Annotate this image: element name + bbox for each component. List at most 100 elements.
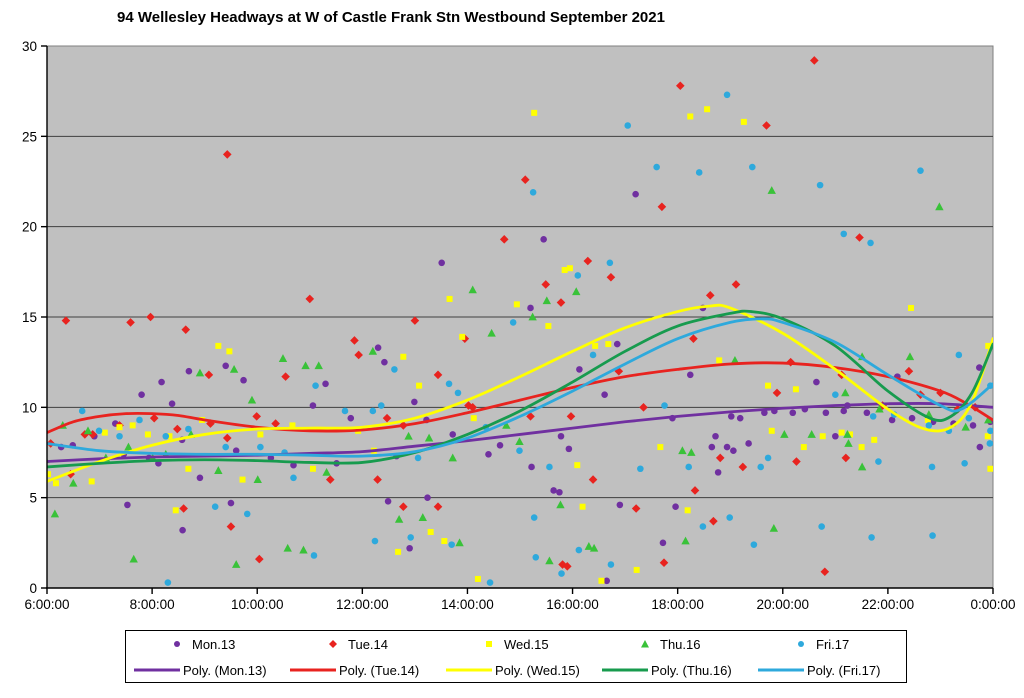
scatter-point-fri17 — [750, 541, 758, 548]
scatter-point-thu16 — [556, 500, 565, 509]
scatter-point-fri17 — [987, 427, 993, 435]
scatter-point-thu16 — [247, 395, 257, 404]
scatter-point-thu16 — [69, 478, 78, 487]
scatter-point-wed15 — [459, 333, 466, 340]
scatter-point-fri17 — [407, 534, 414, 541]
scatter-point-tue14 — [468, 403, 477, 412]
scatter-point-mon13 — [374, 344, 382, 352]
scatter-point-thu16 — [961, 422, 970, 431]
scatter-point-fri17 — [136, 416, 143, 424]
x-axis-label: 22:00:00 — [862, 597, 915, 612]
trendline-sample-icon — [758, 668, 804, 672]
scatter-point-thu16 — [50, 509, 60, 518]
scatter-point-mon13 — [840, 407, 848, 415]
scatter-point-mon13 — [712, 432, 719, 440]
scatter-point-tue14 — [731, 280, 741, 289]
scatter-point-fri17 — [222, 443, 229, 451]
scatter-point-mon13 — [672, 503, 679, 511]
scatter-point-mon13 — [613, 340, 621, 348]
scatter-point-mon13 — [267, 454, 275, 462]
scatter-point-tue14 — [61, 316, 71, 325]
scatter-point-mon13 — [556, 488, 563, 496]
scatter-point-mon13 — [708, 443, 716, 451]
scatter-point-thu16 — [299, 545, 308, 554]
scatter-point-tue14 — [226, 522, 236, 531]
x-axis-label: 10:00:00 — [231, 597, 284, 612]
x-axis-label: 0:00:00 — [970, 597, 1015, 612]
trendline-sample-icon — [290, 668, 336, 672]
legend-label: Poly. (Wed.15) — [495, 662, 580, 678]
scatter-point-fri17 — [917, 167, 924, 174]
scatter-point-tue14 — [204, 370, 214, 380]
scatter-point-mon13 — [686, 371, 694, 379]
scatter-point-fri17 — [986, 440, 993, 447]
y-axis-label: 20 — [22, 220, 37, 235]
scatter-point-thu16 — [368, 346, 378, 355]
x-axis-label: 12:00:00 — [336, 597, 389, 612]
scatter-point-wed15 — [605, 341, 612, 348]
legend-item-poly-tue-14-: Poly. (Tue.14) — [282, 663, 438, 678]
scatter-point-wed15 — [838, 429, 845, 436]
scatter-point-thu16 — [322, 467, 331, 476]
scatter-point-tue14 — [715, 453, 725, 463]
scatter-point-wed15 — [52, 480, 59, 487]
scatter-point-thu16 — [681, 536, 690, 545]
x-axis-label: 18:00:00 — [651, 597, 704, 612]
x-axis-label: 20:00:00 — [756, 597, 809, 612]
scatter-point-thu16 — [418, 513, 427, 521]
legend-row-trendlines: Poly. (Mon.13) Poly. (Tue.14) Poly. (Wed.1… — [126, 657, 906, 683]
scatter-point-wed15 — [768, 427, 775, 434]
scatter-point-mon13 — [540, 236, 547, 243]
scatter-point-wed15 — [871, 436, 878, 443]
scatter-point-mon13 — [976, 364, 983, 371]
scatter-point-mon13 — [124, 501, 131, 509]
scatter-point-tue14 — [271, 419, 280, 428]
scatter-point-thu16 — [424, 433, 434, 442]
scatter-point-tue14 — [149, 413, 159, 423]
scatter-point-fri17 — [312, 382, 319, 389]
scatter-point-thu16 — [844, 439, 853, 447]
scatter-point-wed15 — [88, 478, 95, 485]
scatter-point-mon13 — [222, 362, 229, 370]
scatter-point-wed15 — [858, 444, 865, 451]
scatter-point-wed15 — [400, 353, 407, 360]
scatter-point-mon13 — [496, 441, 504, 449]
scatter-point-tue14 — [772, 388, 782, 398]
scatter-point-thu16 — [195, 368, 205, 377]
scatter-point-mon13 — [158, 378, 165, 386]
scatter-point-mon13 — [347, 414, 355, 422]
scatter-point-fri17 — [699, 523, 707, 530]
scatter-point-fri17 — [748, 163, 756, 171]
y-axis-label: 15 — [22, 310, 37, 325]
scatter-point-tue14 — [690, 486, 700, 495]
scatter-point-fri17 — [164, 579, 172, 586]
scatter-point-mon13 — [485, 451, 492, 458]
scatter-point-wed15 — [740, 118, 747, 125]
scatter-point-fri17 — [78, 407, 86, 415]
scatter-point-fri17 — [377, 402, 385, 409]
scatter-point-mon13 — [309, 402, 317, 409]
legend-label: Poly. (Mon.13) — [183, 662, 267, 678]
scatter-point-fri17 — [869, 413, 877, 420]
trendline-poly-mon-13- — [47, 401, 993, 463]
scatter-point-thu16 — [314, 361, 323, 370]
scatter-point-tue14 — [563, 562, 572, 571]
x-axis-label: 16:00:00 — [546, 597, 599, 612]
scatter-point-tue14 — [792, 457, 801, 466]
square-marker-icon — [486, 641, 492, 647]
legend-label: Thu.16 — [660, 636, 701, 652]
legend-label: Poly. (Tue.14) — [339, 662, 420, 678]
scatter-point-mon13 — [438, 259, 445, 267]
scatter-point-wed15 — [226, 348, 233, 355]
scatter-point-thu16 — [678, 446, 687, 455]
scatter-point-tue14 — [179, 504, 188, 513]
scatter-point-tue14 — [433, 502, 443, 511]
scatter-point-wed15 — [574, 462, 581, 469]
scatter-point-thu16 — [394, 514, 404, 523]
scatter-point-thu16 — [487, 328, 496, 337]
scatter-point-wed15 — [116, 424, 123, 431]
scatter-point-mon13 — [832, 432, 839, 440]
scatter-point-fri17 — [558, 570, 565, 577]
scatter-point-tue14 — [936, 388, 945, 398]
scatter-point-fri17 — [637, 465, 644, 473]
